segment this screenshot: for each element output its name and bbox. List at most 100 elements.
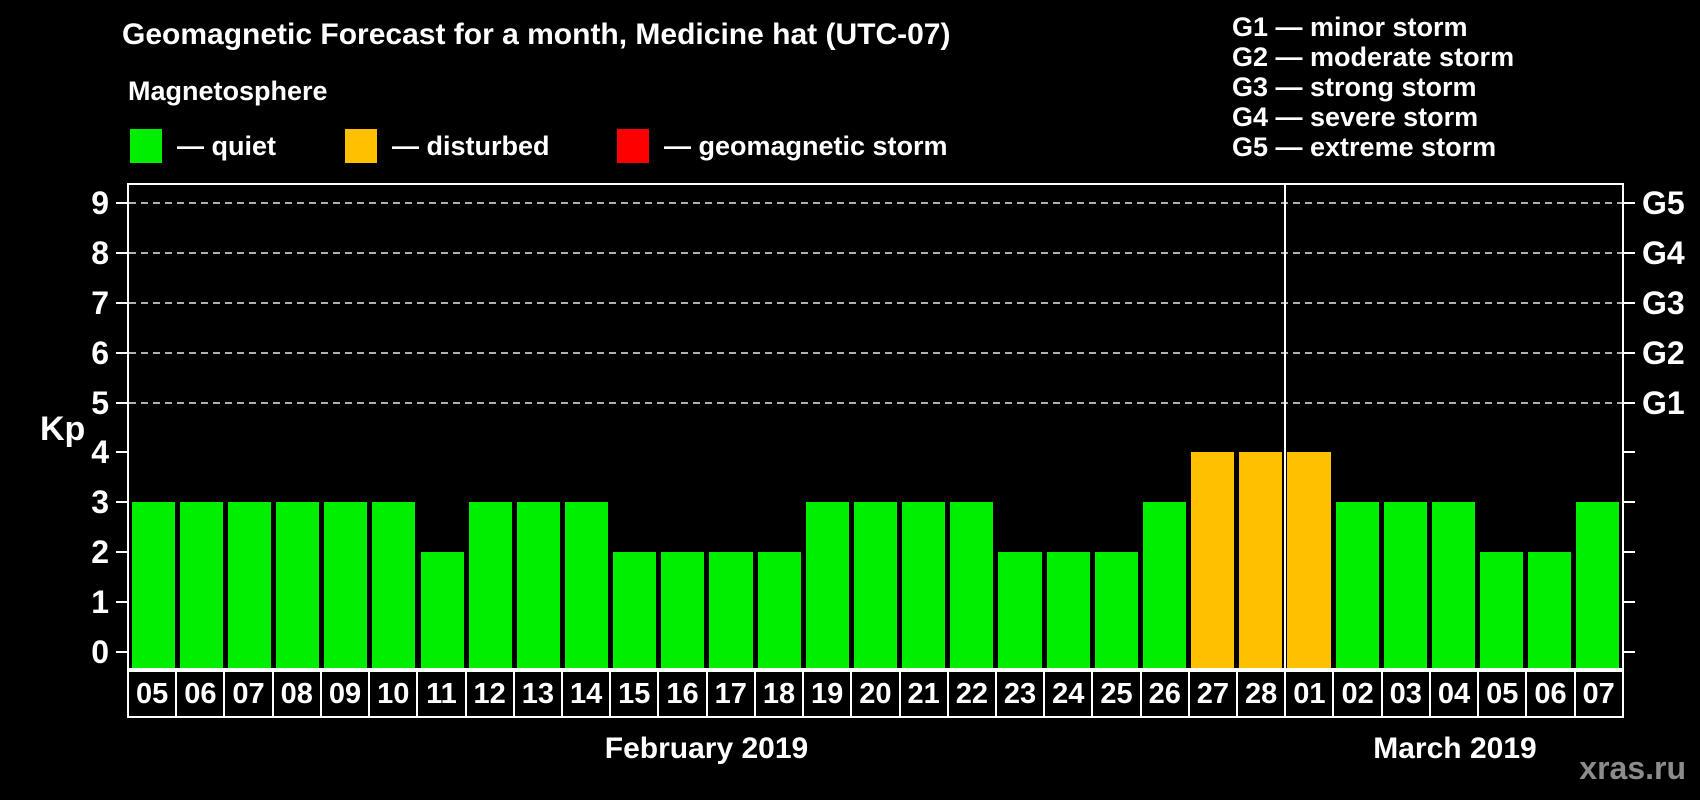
quiet-label: — quiet [177, 130, 276, 161]
g-scale-axis-label-g3: G3 [1642, 284, 1685, 321]
kp-bar-07 [1576, 502, 1620, 668]
day-label-cell: 05 [1477, 670, 1528, 718]
kp-bar-01 [1287, 452, 1331, 668]
gridline-kp8 [129, 251, 1622, 254]
kp-bar-09 [324, 502, 368, 668]
y-tick-left-4 [116, 451, 127, 454]
y-tick-left-7 [116, 301, 127, 304]
day-label-cell: 26 [1139, 670, 1190, 718]
day-label-cell: 17 [705, 670, 756, 718]
day-label-cell: 04 [1428, 670, 1480, 718]
kp-bar-02 [1335, 502, 1379, 668]
y-tick-left-6 [116, 351, 127, 354]
g-scale-legend-line-2: G2 — moderate storm [1232, 42, 1515, 72]
kp-bar-25 [1094, 552, 1138, 668]
y-tick-label-3: 3 [91, 484, 109, 521]
kp-bar-12 [468, 502, 512, 668]
gridline-kp6 [129, 351, 1622, 354]
storm-label: — geomagnetic storm [664, 130, 948, 161]
kp-bar-21 [902, 502, 946, 668]
g-scale-legend-line-1: G1 — minor storm [1232, 12, 1468, 42]
kp-bar-07 [227, 502, 271, 668]
y-tick-left-5 [116, 401, 127, 404]
chart-title: Geomagnetic Forecast for a month, Medici… [122, 18, 951, 51]
day-label-cell: 01 [1284, 670, 1335, 718]
kp-bar-13 [516, 502, 560, 668]
month-axis-row: February 2019 March 2019 [127, 732, 1624, 766]
legend-item-disturbed: — disturbed [345, 129, 550, 163]
y-tick-label-5: 5 [91, 384, 109, 421]
kp-bar-16 [661, 552, 705, 668]
kp-bar-24 [1046, 552, 1090, 668]
gridline-kp9 [129, 202, 1622, 204]
kp-bar-03 [1383, 502, 1427, 668]
y-tick-right-8 [1624, 251, 1635, 254]
y-tick-label-8: 8 [91, 234, 109, 271]
day-label-cell: 14 [560, 670, 612, 718]
y-tick-right-7 [1624, 301, 1635, 304]
kp-bar-08 [276, 502, 320, 668]
y-tick-label-2: 2 [91, 534, 109, 571]
storm-color-swatch [617, 129, 649, 163]
month-separator-line [1283, 185, 1286, 668]
magnetosphere-heading: Magnetosphere [128, 76, 328, 106]
y-tick-right-4 [1624, 451, 1635, 454]
day-label-cell: 03 [1380, 670, 1431, 718]
disturbed-label: — disturbed [392, 130, 550, 161]
y-tick-label-4: 4 [91, 434, 109, 471]
y-tick-label-6: 6 [91, 334, 109, 371]
day-label-cell: 25 [1091, 670, 1142, 718]
kp-bar-10 [372, 502, 416, 668]
kp-bar-27 [1191, 452, 1235, 668]
month-label-february: February 2019 [604, 732, 809, 765]
kp-bar-17 [709, 552, 753, 668]
day-axis-row: 05 06 07 08 09 10 11 12 13 14 15 16 17 18 19 20 21 22 23 24… [127, 670, 1624, 718]
y-tick-right-1 [1624, 601, 1635, 604]
day-label-cell: 09 [319, 670, 371, 718]
y-tick-label-0: 0 [91, 634, 109, 670]
day-label-cell: 22 [946, 670, 997, 718]
kp-bar-15 [613, 552, 657, 668]
y-tick-right-3 [1624, 501, 1635, 504]
kp-bar-18 [757, 552, 801, 668]
y-tick-label-1: 1 [91, 584, 109, 621]
y-axis-title: Kp [40, 410, 86, 448]
y-tick-right-0 [1624, 651, 1635, 653]
y-tick-left-0 [116, 651, 127, 653]
day-label-cell: 08 [271, 670, 322, 718]
gridline-kp7 [129, 301, 1622, 304]
day-label-cell: 02 [1332, 670, 1383, 718]
day-label-cell: 27 [1187, 670, 1239, 718]
y-tick-left-8 [116, 251, 127, 254]
g-scale-axis-label-g1: G1 [1642, 384, 1685, 421]
day-label-cell: 24 [1043, 670, 1094, 718]
gridline-kp5 [129, 401, 1622, 404]
watermark: xras.ru [1579, 750, 1686, 786]
disturbed-color-swatch [345, 129, 377, 163]
g-scale-axis-label-g2: G2 [1642, 334, 1685, 371]
kp-bar-23 [998, 552, 1042, 668]
day-label-cell: 15 [609, 670, 660, 718]
g-scale-legend-line-5: G5 — extreme storm [1232, 132, 1497, 162]
g-scale-legend-line-3: G3 — strong storm [1232, 72, 1477, 102]
day-label-cell: 07 [223, 670, 274, 718]
day-label-cell: 23 [994, 670, 1046, 718]
g-scale-legend-line-4: G4 — severe storm [1232, 102, 1479, 132]
day-label-cell: 05 [127, 670, 178, 718]
y-tick-label-9: 9 [91, 185, 109, 221]
y-tick-right-2 [1624, 551, 1635, 554]
day-label-cell: 13 [512, 670, 563, 718]
y-tick-left-9 [116, 202, 127, 204]
y-tick-left-3 [116, 501, 127, 504]
day-label-cell: 07 [1573, 670, 1624, 718]
day-label-cell: 28 [1236, 670, 1287, 718]
y-tick-right-6 [1624, 351, 1635, 354]
kp-bar-05 [131, 502, 175, 668]
day-label-cell: 11 [416, 670, 467, 718]
y-tick-right-5 [1624, 401, 1635, 404]
day-label-cell: 12 [464, 670, 515, 718]
kp-bar-22 [950, 502, 994, 668]
kp-bar-26 [1142, 502, 1187, 668]
kp-bar-06 [179, 502, 223, 668]
kp-bar-20 [853, 502, 898, 668]
